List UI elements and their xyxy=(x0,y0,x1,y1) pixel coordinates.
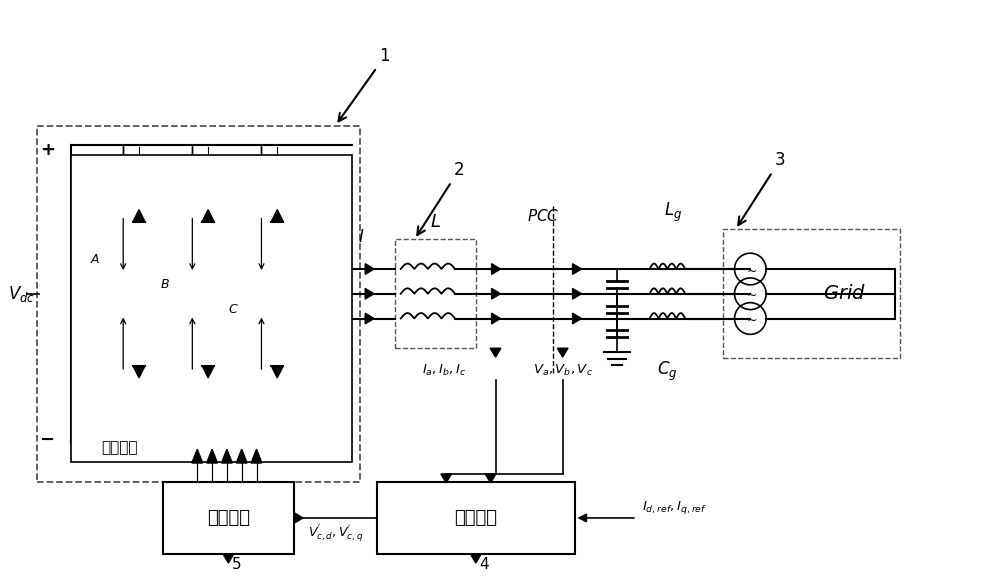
Polygon shape xyxy=(573,263,581,274)
Polygon shape xyxy=(202,366,214,378)
Polygon shape xyxy=(573,288,581,299)
Bar xyxy=(71,155,352,462)
Polygon shape xyxy=(490,348,501,357)
Polygon shape xyxy=(271,210,283,222)
Text: 调制模块: 调制模块 xyxy=(207,509,250,527)
Text: $V_a,V_b,V_c$: $V_a,V_b,V_c$ xyxy=(533,363,593,378)
Polygon shape xyxy=(365,288,374,299)
Polygon shape xyxy=(470,554,481,563)
Polygon shape xyxy=(133,366,145,378)
Text: $Grid$: $Grid$ xyxy=(823,284,866,303)
Polygon shape xyxy=(271,366,283,378)
Text: $C$: $C$ xyxy=(228,303,239,316)
Text: $I_{d,ref},I_{q,ref}$: $I_{d,ref},I_{q,ref}$ xyxy=(642,499,707,516)
Polygon shape xyxy=(492,313,500,324)
Text: $A$: $A$ xyxy=(90,253,100,266)
Text: $\sim$: $\sim$ xyxy=(744,263,757,277)
Polygon shape xyxy=(251,449,262,463)
Text: $C_g$: $C_g$ xyxy=(657,360,677,383)
Text: $PCC$: $PCC$ xyxy=(527,208,559,225)
Text: $\sim$: $\sim$ xyxy=(744,288,757,301)
Text: −: − xyxy=(40,431,55,449)
Polygon shape xyxy=(365,263,374,274)
Text: 4: 4 xyxy=(480,557,489,572)
Polygon shape xyxy=(557,348,568,357)
Text: 控制模块: 控制模块 xyxy=(454,509,497,527)
Polygon shape xyxy=(485,474,496,483)
Polygon shape xyxy=(192,449,203,463)
Text: $B$: $B$ xyxy=(160,278,170,291)
Text: 2: 2 xyxy=(417,161,464,235)
Text: +: + xyxy=(40,141,55,159)
Polygon shape xyxy=(223,554,234,563)
Polygon shape xyxy=(365,313,374,324)
Polygon shape xyxy=(202,210,214,222)
Text: $I_a,I_b,I_c$: $I_a,I_b,I_c$ xyxy=(422,363,466,378)
Polygon shape xyxy=(492,288,500,299)
Text: $L_g$: $L_g$ xyxy=(664,201,682,225)
Polygon shape xyxy=(294,512,303,523)
Polygon shape xyxy=(133,210,145,222)
Polygon shape xyxy=(221,449,232,463)
Text: $V_{dc}$: $V_{dc}$ xyxy=(8,284,35,304)
Bar xyxy=(377,482,575,554)
Bar xyxy=(163,482,294,554)
Text: $L$: $L$ xyxy=(430,214,441,232)
Text: $I$: $I$ xyxy=(358,229,364,246)
Text: 1: 1 xyxy=(338,47,390,122)
Polygon shape xyxy=(207,449,218,463)
Polygon shape xyxy=(236,449,247,463)
Text: 驱动信号: 驱动信号 xyxy=(102,439,138,455)
Polygon shape xyxy=(573,313,581,324)
Polygon shape xyxy=(492,263,500,274)
Text: $\sim$: $\sim$ xyxy=(744,313,757,326)
Text: 3: 3 xyxy=(738,151,785,225)
Text: $V_{c,d}^{'},V_{c,q}^{'}$: $V_{c,d}^{'},V_{c,q}^{'}$ xyxy=(308,522,363,544)
Text: 5: 5 xyxy=(232,557,242,572)
Polygon shape xyxy=(441,474,451,483)
